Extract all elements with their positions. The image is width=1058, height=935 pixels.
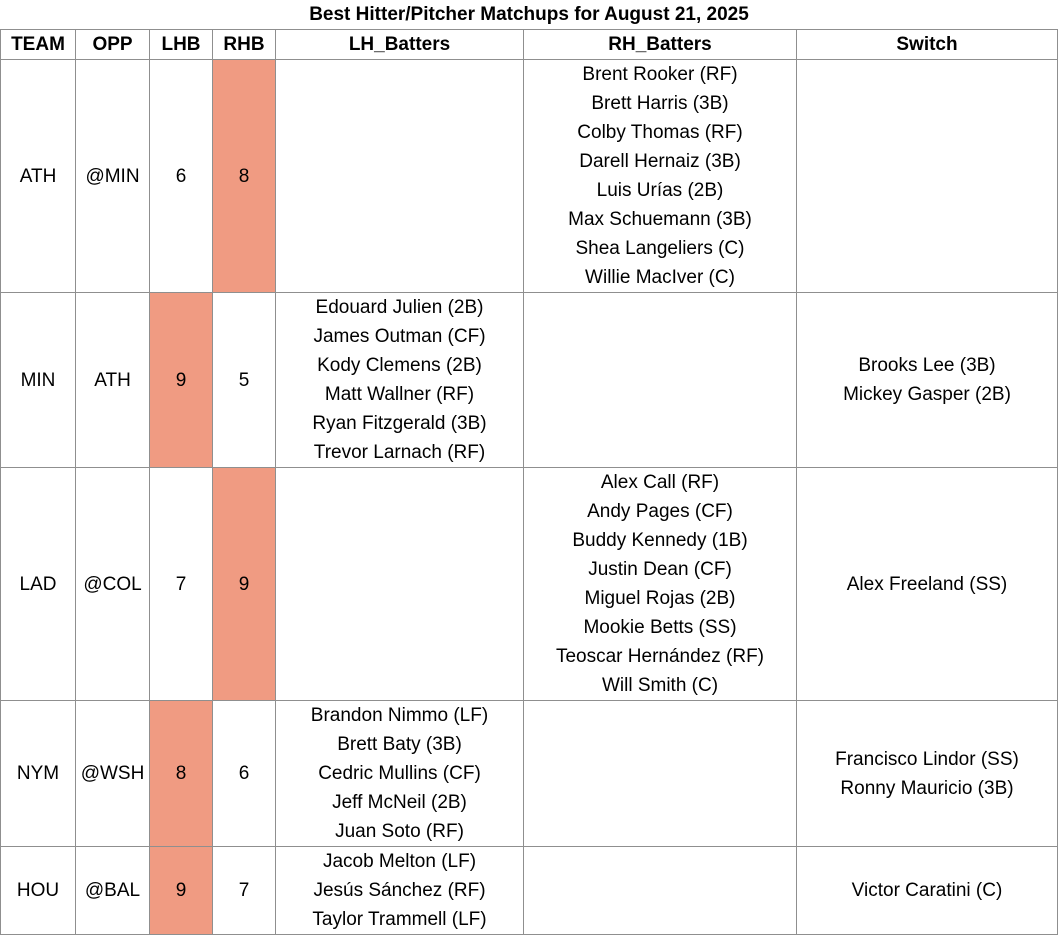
cell-rhb: 7 [212,846,276,935]
cell-team: ATH [0,59,76,293]
cell-lhb: 9 [149,292,213,468]
player-name: Francisco Lindor (SS) [835,748,1019,770]
cell-opp: ATH [75,292,150,468]
table-row: LAD @COL 7 9 Alex Call (RF) Andy Pages (CF) Bu… [0,467,1058,701]
cell-lh-batters: Brandon Nimmo (LF) Brett Baty (3B) Cedric … [275,700,524,847]
player-name: Teoscar Hernández (RF) [555,646,765,667]
header-lh-batters: LH_Batters [275,29,524,60]
cell-rh-batters [523,846,797,935]
player-name: Brent Rooker (RF) [582,64,738,85]
cell-lhb: 7 [149,467,213,701]
player-name: Darell Hernaiz (3B) [579,151,741,172]
cell-opp: @BAL [75,846,150,935]
player-name: Alex Call (RF) [600,472,720,493]
player-name: Jacob Melton (LF) [322,851,477,872]
player-name: Juan Soto (RF) [335,821,464,842]
player-name: Luis Urías (2B) [596,180,724,201]
player-name: Alex Freeland (SS) [846,573,1008,595]
cell-opp: @WSH [75,700,150,847]
cell-switch: Victor Caratini (C) [796,846,1058,935]
header-row: TEAM OPP LHB RHB LH_Batters RH_Batters S… [0,29,1058,60]
table-row: NYM @WSH 8 6 Brandon Nimmo (LF) Brett Baty (3… [0,700,1058,847]
cell-rhb: 8 [212,59,276,293]
table-row: ATH @MIN 6 8 Brent Rooker (RF) Brett Harris (… [0,59,1058,293]
cell-opp: @COL [75,467,150,701]
cell-switch: Francisco Lindor (SS) Ronny Mauricio (3B) [796,700,1058,847]
player-name: Will Smith (C) [601,675,719,696]
cell-switch [796,59,1058,293]
cell-opp: @MIN [75,59,150,293]
player-name: James Outman (CF) [313,326,486,347]
cell-lh-batters [275,467,524,701]
cell-lh-batters [275,59,524,293]
player-name: Shea Langeliers (C) [575,238,745,259]
player-name: Brett Harris (3B) [591,93,729,114]
cell-team: LAD [0,467,76,701]
player-name: Kody Clemens (2B) [317,355,482,376]
cell-rh-batters: Alex Call (RF) Andy Pages (CF) Buddy Kenne… [523,467,797,701]
player-name: Willie MacIver (C) [585,267,735,288]
header-rh-batters: RH_Batters [523,29,797,60]
player-name: Justin Dean (CF) [588,559,732,580]
cell-rh-batters: Brent Rooker (RF) Brett Harris (3B) Colby … [523,59,797,293]
player-name: Jeff McNeil (2B) [332,792,467,813]
player-name: Miguel Rojas (2B) [584,588,736,609]
player-name: Buddy Kennedy (1B) [572,530,748,551]
cell-switch: Alex Freeland (SS) [796,467,1058,701]
cell-rhb: 5 [212,292,276,468]
header-opp: OPP [75,29,150,60]
table-row: HOU @BAL 9 7 Jacob Melton (LF) Jesús Sánchez … [0,846,1058,935]
player-name: Andy Pages (CF) [587,501,733,522]
cell-rh-batters [523,700,797,847]
player-name: Trevor Larnach (RF) [313,442,486,463]
player-name: Taylor Trammell (LF) [312,909,487,930]
cell-team: MIN [0,292,76,468]
cell-lhb: 8 [149,700,213,847]
player-name: Brandon Nimmo (LF) [310,705,489,726]
cell-team: NYM [0,700,76,847]
player-name: Max Schuemann (3B) [568,209,752,230]
player-name: Victor Caratini (C) [851,880,1003,901]
cell-rhb: 6 [212,700,276,847]
player-name: Jesús Sánchez (RF) [313,880,486,901]
player-name: Edouard Julien (2B) [315,297,484,318]
table-title: Best Hitter/Pitcher Matchups for August … [0,0,1058,30]
header-rhb: RHB [212,29,276,60]
header-lhb: LHB [149,29,213,60]
player-name: Colby Thomas (RF) [577,122,743,143]
cell-lh-batters: Jacob Melton (LF) Jesús Sánchez (RF) Taylo… [275,846,524,935]
player-name: Ryan Fitzgerald (3B) [312,413,487,434]
player-name: Matt Wallner (RF) [324,384,475,405]
cell-rh-batters [523,292,797,468]
player-name: Mookie Betts (SS) [583,617,737,638]
table-row: MIN ATH 9 5 Edouard Julien (2B) James Outman … [0,292,1058,468]
player-name: Mickey Gasper (2B) [843,384,1011,405]
header-team: TEAM [0,29,76,60]
player-name: Cedric Mullins (CF) [318,763,481,784]
cell-lh-batters: Edouard Julien (2B) James Outman (CF) Kody… [275,292,524,468]
player-name: Brooks Lee (3B) [858,355,996,376]
cell-rhb: 9 [212,467,276,701]
cell-team: HOU [0,846,76,935]
player-name: Brett Baty (3B) [337,734,462,755]
cell-lhb: 9 [149,846,213,935]
cell-lhb: 6 [149,59,213,293]
header-switch: Switch [796,29,1058,60]
table-body: ATH @MIN 6 8 Brent Rooker (RF) Brett Harris (… [0,59,1058,935]
cell-switch: Brooks Lee (3B) Mickey Gasper (2B) [796,292,1058,468]
player-name: Ronny Mauricio (3B) [840,777,1014,799]
